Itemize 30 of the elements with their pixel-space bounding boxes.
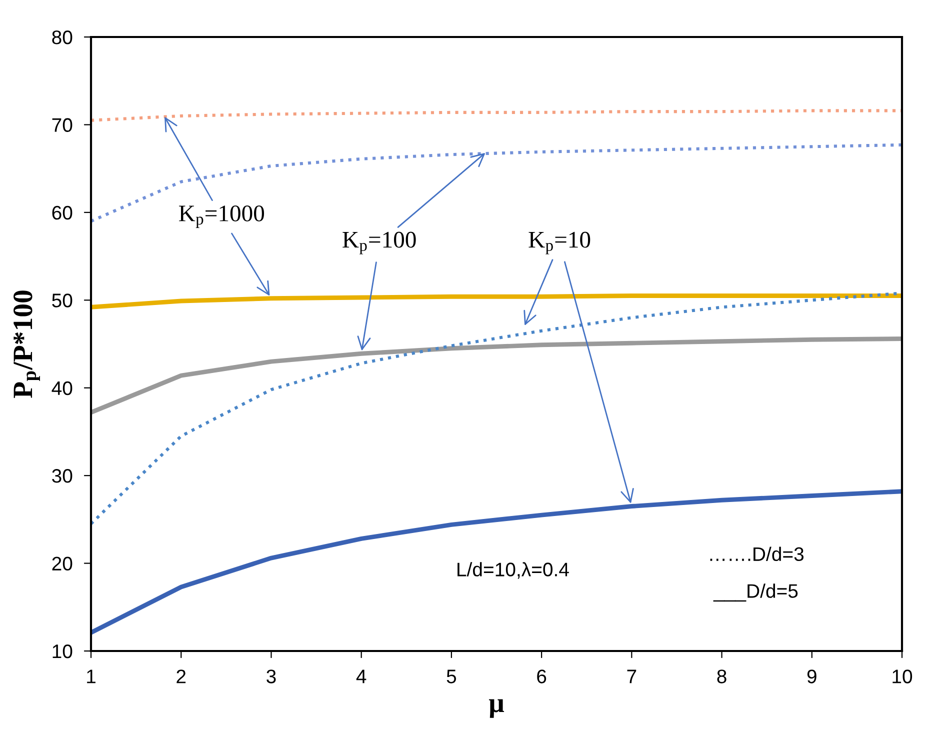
x-tick-label: 6: [537, 670, 546, 684]
line-series: [91, 109, 902, 122]
y-tick-label: 50: [52, 294, 72, 308]
annotation: K$_{p}$=1000: [179, 205, 264, 228]
x-tick-label: 2: [176, 670, 186, 684]
x-tick-label: 4: [356, 670, 366, 684]
y-tick-label: 20: [52, 556, 72, 571]
x-axis-title: μ: [488, 699, 504, 718]
x-tick-label: 1: [87, 670, 96, 684]
y-tick-label: 40: [52, 381, 72, 396]
annotation: L/d=10,λ=0.4: [458, 562, 569, 579]
x-tick-label: 5: [446, 670, 456, 684]
annotation: K$_{p}$=10: [528, 232, 590, 254]
x-tick-label: 9: [807, 670, 816, 684]
y-tick-label: 80: [52, 30, 72, 44]
line-series: [91, 294, 902, 310]
y-tick-label: 30: [52, 469, 72, 483]
annotation: ___D/d=5: [713, 584, 798, 602]
annotation: K$_{p}$=100: [342, 232, 416, 254]
annotation: …….D/d=3: [710, 546, 804, 562]
y-tick-label: 70: [52, 118, 72, 132]
x-tick-label: 3: [266, 670, 276, 684]
x-tick-label: 7: [627, 670, 636, 684]
y-tick-label: 10: [52, 644, 72, 658]
x-tick-label: 8: [717, 670, 726, 684]
line-series: [91, 336, 902, 415]
y-tick-label: 60: [52, 206, 72, 220]
x-tick-label: 10: [892, 670, 912, 684]
y-axis-title: P$_{p}$/P*100: [14, 290, 40, 398]
line-series: [91, 489, 902, 635]
